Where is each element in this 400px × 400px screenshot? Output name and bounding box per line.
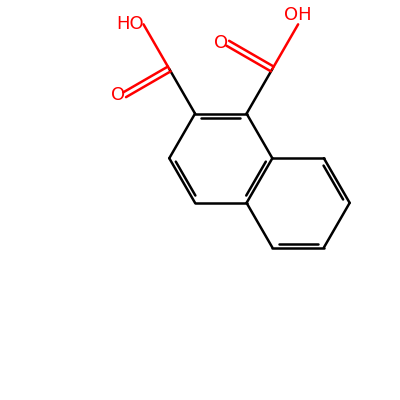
Text: O: O: [214, 34, 228, 52]
Text: HO: HO: [116, 15, 144, 33]
Text: OH: OH: [284, 6, 312, 24]
Text: O: O: [110, 86, 125, 104]
